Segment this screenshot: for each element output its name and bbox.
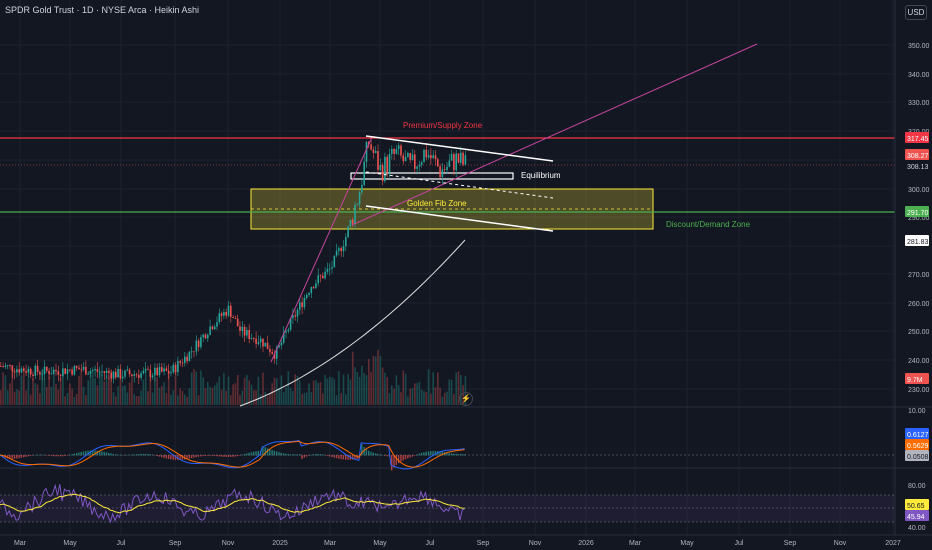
- time-tick-label: Sep: [169, 540, 182, 547]
- volume-bars: [0, 349, 467, 405]
- price-tick-label: 300.00: [908, 187, 930, 194]
- equilibrium-box[interactable]: [350, 172, 514, 180]
- time-tick-label: Nov: [529, 540, 542, 547]
- price-badges: 317.45 308.27 308.13 291.70 281.83 9.7M: [905, 132, 929, 384]
- discount-zone-label: Discount/Demand Zone: [666, 220, 751, 229]
- time-tick-label: Nov: [834, 540, 847, 547]
- macd-badge: [905, 439, 929, 450]
- time-tick-label: 2027: [885, 540, 901, 547]
- price-axis[interactable]: 350.00340.00330.00320.00300.00290.00270.…: [908, 43, 930, 394]
- time-tick-label: Jul: [426, 540, 435, 547]
- rsi-badge: [905, 499, 929, 510]
- rsi-badge: [905, 510, 929, 521]
- channel-lower[interactable]: [365, 205, 554, 232]
- price-badge: [905, 132, 929, 143]
- price-tick-label: 330.00: [908, 100, 930, 107]
- price-badge: [905, 373, 929, 384]
- time-tick-label: 2025: [272, 540, 288, 547]
- rsi-badge-label: 50.65: [907, 503, 925, 510]
- macd-badge-label: 0.5629: [907, 443, 929, 450]
- price-badge: [905, 160, 929, 171]
- rsi-axis[interactable]: 80.00 40.00 50.65 45.94: [905, 483, 929, 532]
- time-tick-label: Nov: [222, 540, 235, 547]
- time-tick-label: Sep: [477, 540, 490, 547]
- time-axis[interactable]: Mar May Jul Sep Nov 2025 Mar May Jul Sep Nov 2026 Ma…: [14, 540, 901, 547]
- macd-tick-label: 10.00: [908, 408, 926, 415]
- equilibrium-label: Equilibrium: [521, 171, 561, 180]
- price-tick-label: 290.00: [908, 215, 930, 222]
- time-tick-label: Mar: [629, 540, 642, 547]
- trendline-projection[interactable]: [351, 43, 758, 226]
- rsi-badge-label: 45.94: [907, 514, 925, 521]
- time-tick-label: Jul: [117, 540, 126, 547]
- price-badge-label: 281.83: [907, 239, 929, 246]
- time-tick-label: Mar: [324, 540, 337, 547]
- price-tick-label: 260.00: [908, 301, 930, 308]
- price-tick-label: 250.00: [908, 329, 930, 336]
- time-tick-label: May: [373, 540, 387, 547]
- price-badge-label: 308.13: [907, 164, 929, 171]
- price-tick-label: 350.00: [908, 43, 930, 50]
- price-candles: [0, 137, 467, 385]
- currency-button[interactable]: USD: [905, 5, 927, 20]
- time-tick-label: Sep: [784, 540, 797, 547]
- price-badge: [905, 206, 929, 217]
- macd-histogram: [0, 444, 466, 471]
- premium-zone-label: Premium/Supply Zone: [403, 121, 483, 130]
- price-badge: [905, 149, 929, 160]
- golden-fib-label: Golden Fib Zone: [407, 199, 467, 208]
- price-tick-label: 240.00: [908, 358, 930, 365]
- flash-icon[interactable]: ⚡: [459, 392, 473, 406]
- rsi-line: [0, 483, 465, 524]
- price-badge-label: 9.7M: [907, 377, 923, 384]
- price-tick-label: 270.00: [908, 272, 930, 279]
- time-tick-label: Jul: [735, 540, 744, 547]
- price-badge-label: 291.70: [907, 210, 929, 217]
- price-badge: [905, 235, 929, 246]
- macd-badge-label: 0.6127: [907, 432, 929, 439]
- signal-line: [0, 440, 465, 468]
- macd-badge-label: 0.0508: [907, 454, 929, 461]
- rsi-tick-label: 80.00: [908, 483, 926, 490]
- symbol-title[interactable]: SPDR Gold Trust · 1D · NYSE Arca · Heiki…: [5, 5, 200, 15]
- macd-badge: [905, 428, 929, 439]
- macd-axis[interactable]: 10.00 0.6127 0.5629 0.0508: [905, 408, 929, 461]
- price-tick-label: 340.00: [908, 72, 930, 79]
- channel-mid-dashed: [365, 171, 554, 199]
- channel-upper[interactable]: [365, 135, 554, 162]
- time-tick-label: May: [63, 540, 77, 547]
- time-tick-label: Mar: [14, 540, 27, 547]
- price-tick-label: 230.00: [908, 387, 930, 394]
- price-badge-label: 308.27: [907, 153, 929, 160]
- moving-average-line: [239, 239, 466, 407]
- macd-line: [0, 439, 465, 470]
- rsi-tick-label: 40.00: [908, 525, 926, 532]
- price-badge-label: 317.45: [907, 136, 929, 143]
- time-tick-label: 2026: [578, 540, 594, 547]
- time-tick-label: May: [680, 540, 694, 547]
- trendline-rising[interactable]: [270, 136, 373, 363]
- macd-badge: [905, 450, 929, 461]
- rsi-ma-line: [0, 493, 465, 514]
